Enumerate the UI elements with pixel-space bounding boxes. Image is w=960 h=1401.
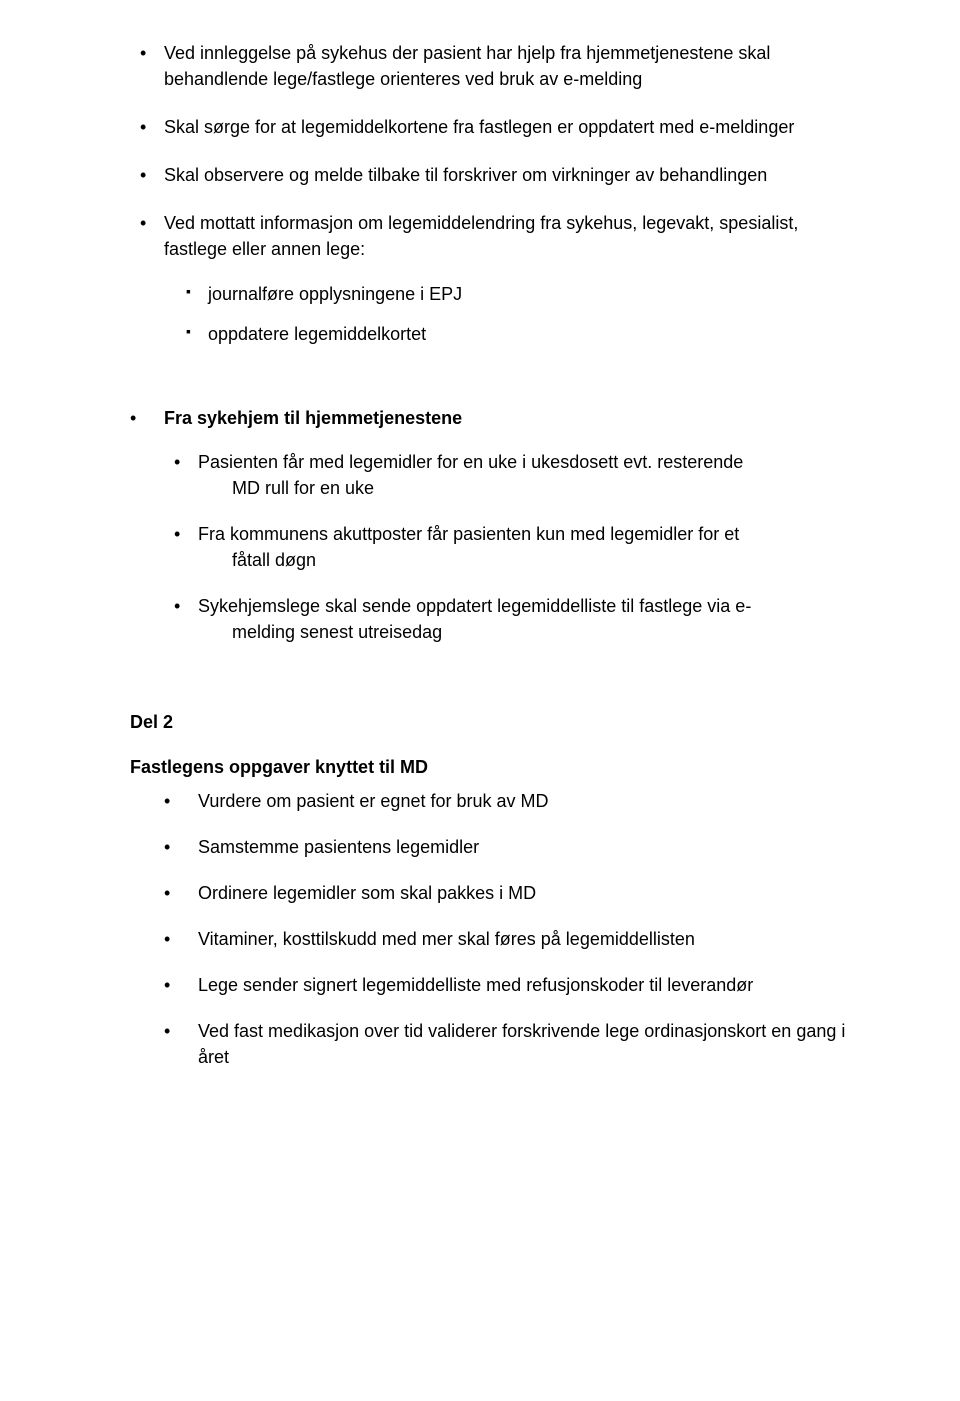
del2-list: Vurdere om pasient er egnet for bruk av … (130, 788, 850, 1071)
sub-list: journalføre opplysningene i EPJ oppdater… (164, 281, 850, 347)
list-item: Ordinere legemidler som skal pakkes i MD (164, 880, 850, 906)
section-list: Pasienten får med legemidler for en uke … (164, 449, 850, 646)
del2-title: Del 2 (130, 709, 850, 735)
sub-list-item: journalføre opplysningene i EPJ (164, 281, 850, 307)
section-heading: Fra sykehjem til hjemmetjenestene (164, 408, 462, 428)
list-item: Skal observere og melde tilbake til fors… (130, 162, 850, 188)
list-item-text: Ved mottatt informasjon om legemiddelend… (164, 213, 798, 259)
list-item: Vurdere om pasient er egnet for bruk av … (164, 788, 850, 814)
document-page: Ved innleggelse på sykehus der pasient h… (0, 0, 960, 1150)
list-item: Ved innleggelse på sykehus der pasient h… (130, 40, 850, 92)
list-item: Samstemme pasientens legemidler (164, 834, 850, 860)
list-item-line2: fåtall døgn (198, 547, 850, 573)
top-list: Ved innleggelse på sykehus der pasient h… (130, 40, 850, 347)
list-item-line1: Sykehjemslege skal sende oppdatert legem… (198, 596, 751, 616)
list-item: Lege sender signert legemiddelliste med … (164, 972, 850, 998)
list-item: Vitaminer, kosttilskudd med mer skal før… (164, 926, 850, 952)
del2-subtitle: Fastlegens oppgaver knyttet til MD (130, 754, 850, 780)
list-item: Skal sørge for at legemiddelkortene fra … (130, 114, 850, 140)
sub-list-item: oppdatere legemiddelkortet (164, 321, 850, 347)
list-item-line1: Pasienten får med legemidler for en uke … (198, 452, 743, 472)
list-item-line1: Fra kommunens akuttposter får pasienten … (198, 524, 739, 544)
list-item: Sykehjemslege skal sende oppdatert legem… (164, 593, 850, 645)
list-item: Ved fast medikasjon over tid validerer f… (164, 1018, 850, 1070)
section-heading-wrap: Fra sykehjem til hjemmetjenestene (130, 405, 850, 431)
list-item-line2: MD rull for en uke (198, 475, 850, 501)
section-fra-sykehjem: Fra sykehjem til hjemmetjenestene Pasien… (130, 405, 850, 646)
list-item-line2: melding senest utreisedag (198, 619, 850, 645)
list-item: Pasienten får med legemidler for en uke … (164, 449, 850, 501)
list-item: Fra kommunens akuttposter får pasienten … (164, 521, 850, 573)
list-item: Ved mottatt informasjon om legemiddelend… (130, 210, 850, 346)
